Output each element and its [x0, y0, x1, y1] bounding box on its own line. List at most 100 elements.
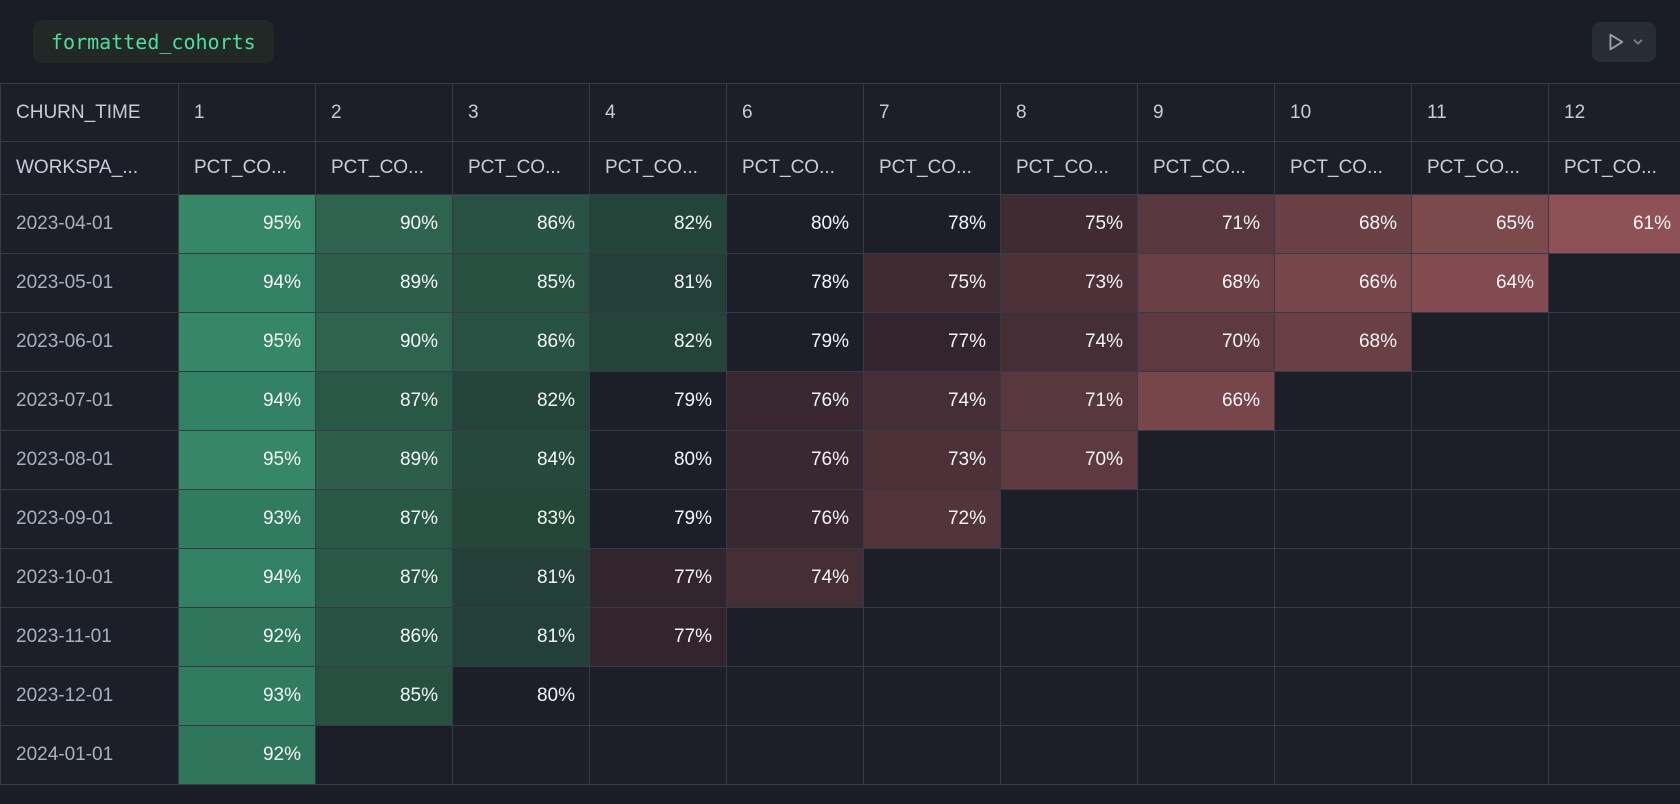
empty-cell[interactable] [1274, 607, 1412, 667]
empty-cell[interactable] [1411, 312, 1549, 372]
retention-value-cell[interactable]: 68% [1137, 253, 1275, 313]
retention-value-cell[interactable]: 95% [178, 430, 316, 490]
retention-value-cell[interactable]: 95% [178, 312, 316, 372]
empty-cell[interactable] [863, 666, 1001, 726]
cohort-date-cell[interactable]: 2023-06-01 [0, 312, 179, 372]
empty-cell[interactable] [1137, 725, 1275, 785]
retention-value-cell[interactable]: 79% [589, 371, 727, 431]
empty-cell[interactable] [1137, 607, 1275, 667]
metric-header-cell[interactable]: PCT_CO... [1548, 141, 1680, 195]
retention-value-cell[interactable]: 95% [178, 194, 316, 254]
retention-value-cell[interactable]: 77% [863, 312, 1001, 372]
empty-cell[interactable] [1137, 666, 1275, 726]
retention-value-cell[interactable]: 77% [589, 607, 727, 667]
retention-value-cell[interactable]: 70% [1000, 430, 1138, 490]
metric-header-cell[interactable]: PCT_CO... [452, 141, 590, 195]
retention-value-cell[interactable]: 79% [726, 312, 864, 372]
retention-value-cell[interactable]: 79% [589, 489, 727, 549]
retention-value-cell[interactable]: 72% [863, 489, 1001, 549]
retention-value-cell[interactable]: 90% [315, 194, 453, 254]
retention-value-cell[interactable]: 74% [726, 548, 864, 608]
retention-value-cell[interactable]: 66% [1274, 253, 1412, 313]
period-header-cell[interactable]: 1 [178, 83, 316, 142]
empty-cell[interactable] [1411, 725, 1549, 785]
empty-cell[interactable] [1411, 548, 1549, 608]
retention-value-cell[interactable]: 94% [178, 253, 316, 313]
empty-cell[interactable] [1000, 725, 1138, 785]
empty-cell[interactable] [1411, 371, 1549, 431]
retention-value-cell[interactable]: 81% [452, 607, 590, 667]
empty-cell[interactable] [1411, 607, 1549, 667]
empty-cell[interactable] [1274, 430, 1412, 490]
empty-cell[interactable] [589, 666, 727, 726]
empty-cell[interactable] [315, 725, 453, 785]
metric-header-cell[interactable]: PCT_CO... [589, 141, 727, 195]
retention-value-cell[interactable]: 87% [315, 548, 453, 608]
retention-value-cell[interactable]: 94% [178, 371, 316, 431]
retention-value-cell[interactable]: 81% [589, 253, 727, 313]
retention-value-cell[interactable]: 74% [1000, 312, 1138, 372]
empty-cell[interactable] [1548, 548, 1680, 608]
retention-value-cell[interactable]: 86% [315, 607, 453, 667]
period-header-cell[interactable]: 9 [1137, 83, 1275, 142]
cohort-date-cell[interactable]: 2023-04-01 [0, 194, 179, 254]
empty-cell[interactable] [1000, 666, 1138, 726]
empty-cell[interactable] [1274, 371, 1412, 431]
retention-value-cell[interactable]: 76% [726, 489, 864, 549]
row-header-label-cell[interactable]: WORKSPA_... [0, 141, 179, 195]
dataframe-name-chip[interactable]: formatted_cohorts [33, 20, 274, 63]
empty-cell[interactable] [863, 725, 1001, 785]
metric-header-cell[interactable]: PCT_CO... [1274, 141, 1412, 195]
cohort-date-cell[interactable]: 2023-07-01 [0, 371, 179, 431]
retention-value-cell[interactable]: 85% [452, 253, 590, 313]
retention-value-cell[interactable]: 76% [726, 371, 864, 431]
empty-cell[interactable] [1137, 489, 1275, 549]
retention-value-cell[interactable]: 68% [1274, 194, 1412, 254]
empty-cell[interactable] [1000, 548, 1138, 608]
retention-value-cell[interactable]: 90% [315, 312, 453, 372]
empty-cell[interactable] [1274, 548, 1412, 608]
cohort-date-cell[interactable]: 2023-09-01 [0, 489, 179, 549]
retention-value-cell[interactable]: 61% [1548, 194, 1680, 254]
retention-value-cell[interactable]: 83% [452, 489, 590, 549]
period-header-cell[interactable]: 6 [726, 83, 864, 142]
empty-cell[interactable] [1274, 489, 1412, 549]
retention-value-cell[interactable]: 89% [315, 253, 453, 313]
retention-value-cell[interactable]: 75% [863, 253, 1001, 313]
retention-value-cell[interactable]: 64% [1411, 253, 1549, 313]
metric-header-cell[interactable]: PCT_CO... [1411, 141, 1549, 195]
period-header-cell[interactable]: 2 [315, 83, 453, 142]
empty-cell[interactable] [1548, 253, 1680, 313]
retention-value-cell[interactable]: 73% [1000, 253, 1138, 313]
metric-header-cell[interactable]: PCT_CO... [726, 141, 864, 195]
period-header-cell[interactable]: 12 [1548, 83, 1680, 142]
period-header-cell[interactable]: 4 [589, 83, 727, 142]
empty-cell[interactable] [1411, 430, 1549, 490]
period-header-cell[interactable]: 11 [1411, 83, 1549, 142]
empty-cell[interactable] [726, 725, 864, 785]
retention-value-cell[interactable]: 93% [178, 489, 316, 549]
chevron-down-icon[interactable] [1631, 35, 1645, 49]
empty-cell[interactable] [863, 548, 1001, 608]
cohort-date-cell[interactable]: 2023-11-01 [0, 607, 179, 667]
empty-cell[interactable] [1548, 489, 1680, 549]
retention-value-cell[interactable]: 75% [1000, 194, 1138, 254]
retention-value-cell[interactable]: 81% [452, 548, 590, 608]
metric-header-cell[interactable]: PCT_CO... [863, 141, 1001, 195]
retention-value-cell[interactable]: 92% [178, 607, 316, 667]
retention-value-cell[interactable]: 86% [452, 194, 590, 254]
retention-value-cell[interactable]: 73% [863, 430, 1001, 490]
metric-header-cell[interactable]: PCT_CO... [315, 141, 453, 195]
empty-cell[interactable] [1548, 312, 1680, 372]
retention-value-cell[interactable]: 76% [726, 430, 864, 490]
empty-cell[interactable] [1274, 666, 1412, 726]
corner-header-cell[interactable]: CHURN_TIME [0, 83, 179, 142]
retention-value-cell[interactable]: 80% [589, 430, 727, 490]
retention-value-cell[interactable]: 78% [863, 194, 1001, 254]
retention-value-cell[interactable]: 74% [863, 371, 1001, 431]
retention-value-cell[interactable]: 86% [452, 312, 590, 372]
retention-value-cell[interactable]: 78% [726, 253, 864, 313]
retention-value-cell[interactable]: 84% [452, 430, 590, 490]
retention-value-cell[interactable]: 70% [1137, 312, 1275, 372]
cohort-date-cell[interactable]: 2023-10-01 [0, 548, 179, 608]
